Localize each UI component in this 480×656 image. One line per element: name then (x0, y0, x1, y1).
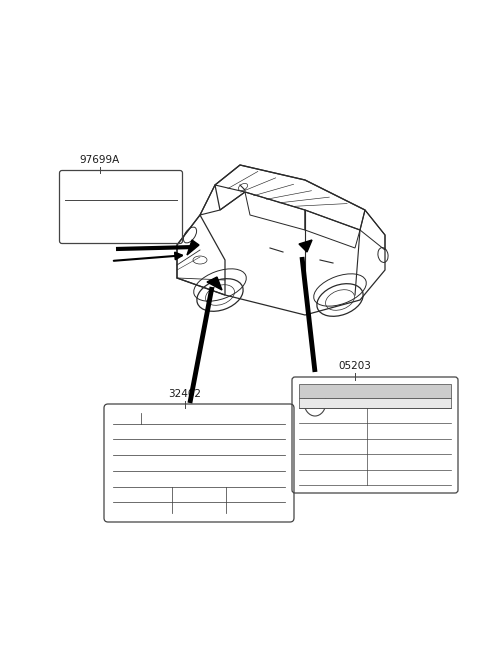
Polygon shape (299, 240, 312, 252)
Text: 05203: 05203 (338, 361, 372, 371)
Text: 32402: 32402 (168, 389, 202, 399)
Polygon shape (187, 240, 199, 255)
Bar (299, 398, 451, 408)
Text: 97699A: 97699A (80, 155, 120, 165)
Polygon shape (207, 277, 222, 290)
Bar (299, 384, 451, 398)
